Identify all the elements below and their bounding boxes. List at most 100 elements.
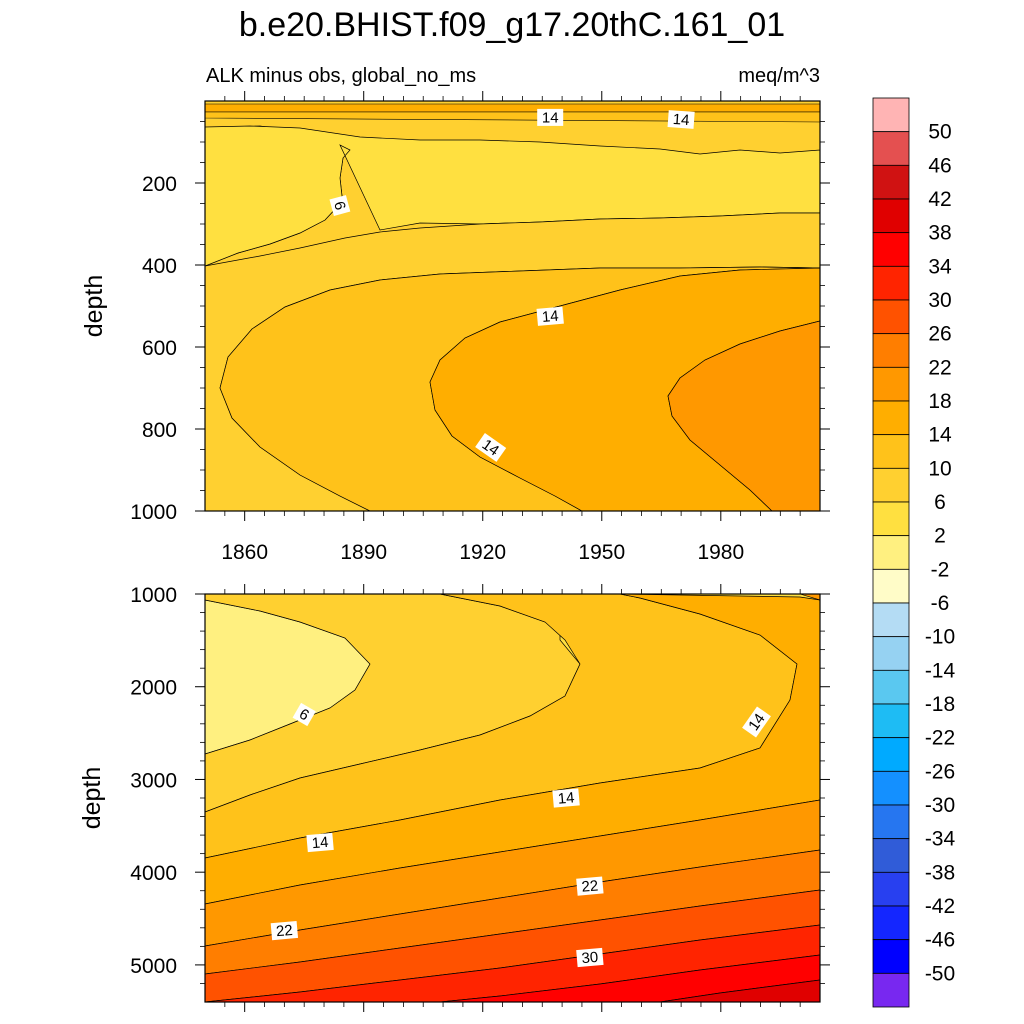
- colorbar-swatch: [872, 838, 910, 873]
- colorbar-swatch: [872, 97, 910, 133]
- top-contour-fills: [205, 101, 820, 511]
- top-y-tick-label: 200: [142, 173, 177, 196]
- colorbar-swatch: [872, 871, 910, 907]
- bot-region: [659, 979, 820, 1002]
- contour-label: 14: [667, 110, 695, 129]
- contour-label: 14: [536, 306, 564, 326]
- colorbar-label: 50: [928, 121, 951, 144]
- x-tick-label: 1980: [697, 541, 744, 564]
- colorbar-label: 14: [928, 424, 952, 447]
- figure-title: b.e20.BHIST.f09_g17.20thC.161_01: [239, 6, 785, 44]
- x-tick-label: 1890: [340, 541, 387, 564]
- bottom-y-tick-label: 2000: [130, 677, 177, 700]
- colorbar-swatch: [872, 905, 910, 941]
- contour-label-box: [329, 195, 351, 216]
- contour-label: 6: [329, 195, 351, 216]
- colorbar-label: 46: [928, 154, 951, 177]
- colorbar-swatch: [872, 636, 910, 671]
- contour-label-text: 22: [581, 877, 599, 895]
- colorbar-label: -22: [925, 727, 955, 750]
- contour-label-box: [292, 702, 316, 727]
- contour-label-box: [742, 706, 771, 738]
- colorbar-label: 42: [928, 188, 951, 211]
- contour-label-box: [576, 947, 604, 968]
- colorbar-swatch: [872, 804, 910, 840]
- top-surface-band: [205, 103, 820, 113]
- colorbar-swatch: [872, 939, 910, 974]
- colorbar-label: 10: [928, 457, 951, 480]
- colorbar-label: 38: [928, 222, 951, 245]
- contour-labels: 14 14 6 14 14 6 14 14 14 22 22 30: [270, 108, 771, 968]
- bottom-y-tick-label: 4000: [130, 862, 177, 885]
- colorbar-swatch: [872, 198, 910, 234]
- contour-label-box: [537, 108, 564, 126]
- colorbar-swatch: [872, 333, 910, 368]
- contour-label: 30: [576, 947, 604, 968]
- colorbar-swatch: [872, 265, 910, 301]
- contour-label-box: [667, 110, 695, 129]
- colorbar-swatch: [872, 232, 910, 267]
- colorbar-swatch: [872, 737, 910, 772]
- top-region: [667, 320, 820, 511]
- colorbar-label: -34: [925, 828, 956, 851]
- bottom-y-tick-label: 3000: [130, 769, 177, 792]
- contour-label-box: [475, 433, 507, 462]
- contour-label: 6: [292, 702, 316, 727]
- colorbar-label: -14: [925, 659, 956, 682]
- contour-label-box: [270, 920, 299, 941]
- contour-label-text: 14: [542, 109, 559, 126]
- colorbar-label: -50: [925, 962, 955, 985]
- colorbar-label: -26: [925, 760, 955, 783]
- contour-label: 22: [270, 920, 299, 941]
- contour-label-text: 14: [745, 711, 768, 734]
- contour-label: 22: [576, 876, 604, 896]
- colorbar-swatch: [872, 131, 910, 166]
- x-tick-label: 1920: [459, 541, 506, 564]
- contour-label: 14: [552, 788, 580, 808]
- bot-corner-region: [799, 594, 820, 601]
- colorbar-label: 26: [928, 323, 951, 346]
- colorbar-label: -2: [931, 558, 950, 581]
- colorbar-label: 30: [928, 289, 951, 312]
- bottom-y-tick-label: 1000: [130, 584, 177, 607]
- colorbar-label: -6: [931, 592, 950, 615]
- colorbar-swatch: [872, 770, 910, 806]
- contour-label-box: [576, 876, 604, 896]
- colorbar-swatch: [872, 972, 910, 1008]
- top-y-tick-label: 800: [142, 419, 177, 442]
- colorbar-swatch: [872, 501, 910, 537]
- colorbar-swatch: [872, 568, 910, 604]
- bottom-y-tick-label: 5000: [130, 955, 177, 978]
- contour-label-text: 14: [557, 789, 575, 807]
- x-tick-label: 1950: [578, 541, 625, 564]
- contour-label: 14: [742, 706, 771, 738]
- contour-label: 14: [306, 832, 334, 853]
- colorbar-label: -18: [925, 693, 955, 716]
- colorbar-label: -38: [925, 861, 955, 884]
- colorbar-swatch: [872, 535, 910, 570]
- colorbar-swatch: [872, 434, 910, 469]
- colorbar-swatch: [872, 164, 910, 200]
- colorbar-label: -42: [925, 895, 955, 918]
- colorbar-label: 22: [928, 356, 951, 379]
- contour-label-box: [552, 788, 580, 808]
- top-y-axis-label: depth: [80, 275, 108, 338]
- colorbar-swatch: [872, 703, 910, 739]
- colorbar-label: 6: [934, 491, 946, 514]
- contour-label-text: 14: [311, 834, 329, 852]
- colorbar-swatch: [872, 467, 910, 503]
- contour-label: 14: [537, 108, 564, 126]
- contour-label: 14: [475, 433, 507, 462]
- colorbar: 50 46 42 38 34 30 26 22 18 14 10 6 2 -2 -6 -10 -14 -18 -22…: [872, 97, 956, 1008]
- colorbar-swatch: [872, 669, 910, 705]
- top-axes: 1860 1890 1920 1950 1980 200 400 600 800 1000 dept…: [80, 91, 830, 564]
- colorbar-label: -10: [925, 626, 955, 649]
- subtitle-units: meq/m^3: [738, 65, 820, 87]
- colorbar-swatch: [872, 400, 910, 436]
- contour-label-text: 30: [581, 949, 599, 967]
- contour-label-text: 14: [541, 308, 559, 326]
- colorbar-swatch: [872, 366, 910, 402]
- bottom-axes: 1000 2000 3000 4000 5000 depth: [78, 584, 830, 1012]
- contour-label-box: [306, 832, 334, 853]
